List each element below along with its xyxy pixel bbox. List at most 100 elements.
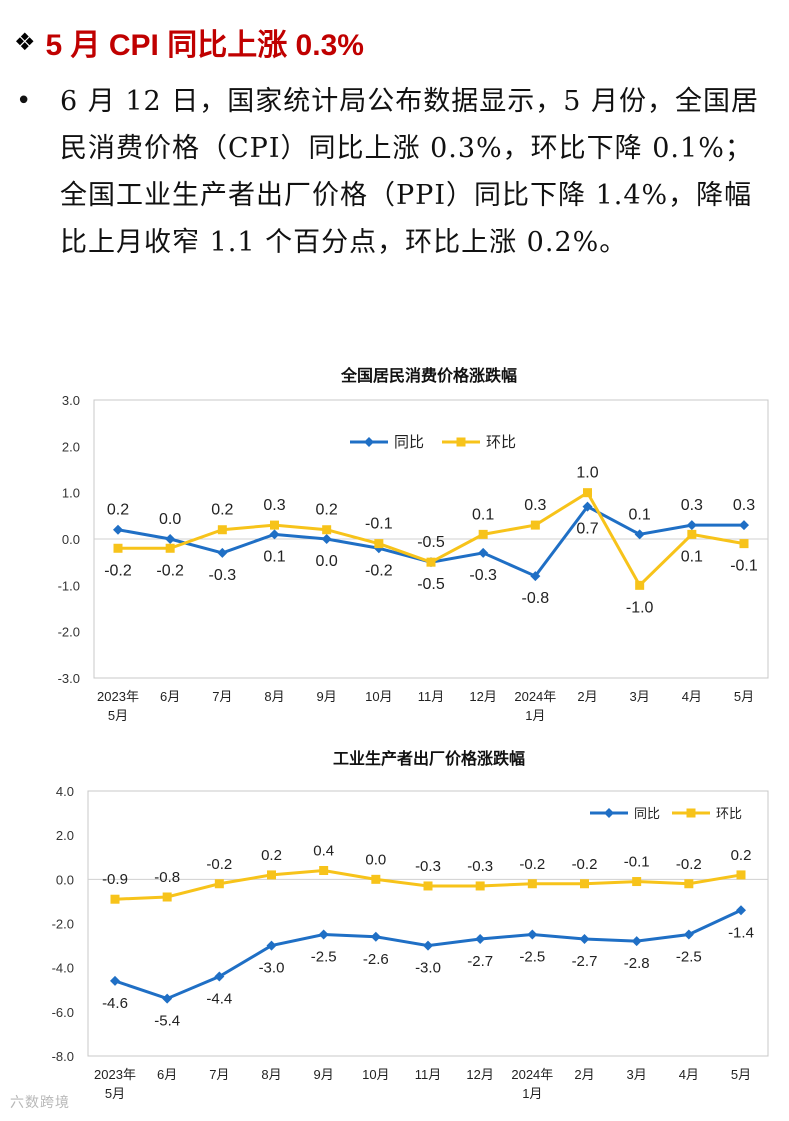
data-label: -0.2 — [206, 856, 232, 873]
data-label: -0.2 — [676, 856, 702, 873]
x-tick-label: 6月 — [160, 689, 180, 704]
data-label: 0.4 — [313, 843, 334, 860]
ppi-chart: 工业生产者出厂价格涨跌幅 4.0 2.0 0.0 -2.0 -4.0 -6.0 -8.0 202… — [52, 749, 769, 1100]
data-label: -4.6 — [102, 995, 128, 1012]
data-point-mom — [267, 870, 276, 880]
y-tick-label: -2.0 — [58, 625, 80, 640]
legend-marker-yoy — [364, 437, 374, 447]
data-label: 0.2 — [107, 502, 129, 519]
x-tick-label: 11月 — [418, 689, 445, 704]
y-tick-label: 3.0 — [62, 393, 80, 408]
data-point-yoy — [683, 929, 694, 940]
y-tick-label: 2.0 — [56, 828, 74, 843]
data-label: 0.2 — [261, 847, 282, 864]
data-label: 0.1 — [472, 506, 494, 523]
data-label: 0.1 — [263, 548, 285, 565]
data-point-yoy — [269, 529, 280, 540]
data-point-yoy — [686, 520, 697, 531]
data-point-mom — [110, 894, 120, 904]
x-tick-label: 6月 — [157, 1067, 177, 1082]
data-label: -0.8 — [154, 869, 180, 886]
data-label: -5.4 — [154, 1013, 180, 1030]
x-tick-label: 2月 — [577, 689, 597, 704]
y-tick-label: 0.0 — [56, 872, 74, 887]
x-tick-label: 5月 — [731, 1067, 751, 1082]
y-tick-label: -1.0 — [58, 578, 80, 593]
data-label: -0.3 — [415, 858, 441, 875]
data-point-mom — [583, 488, 592, 498]
data-point-mom — [580, 879, 589, 889]
x-tick-label: 2023年 — [94, 1067, 136, 1082]
x-tick-label: 3月 — [627, 1067, 647, 1082]
y-tick-label: -2.0 — [52, 917, 74, 932]
data-label: 0.2 — [316, 502, 338, 519]
data-label: -2.6 — [363, 951, 389, 968]
data-label: 0.7 — [576, 521, 598, 538]
data-point-yoy — [739, 520, 749, 531]
data-label: -0.2 — [365, 562, 393, 579]
data-point-yoy — [113, 524, 123, 535]
data-label: 0.1 — [681, 548, 703, 565]
data-label: -0.5 — [417, 534, 445, 551]
data-point-mom — [632, 877, 642, 887]
data-point-yoy — [527, 929, 538, 940]
y-tick-label: -3.0 — [58, 671, 80, 686]
data-label: -3.0 — [259, 960, 285, 977]
data-point-yoy — [370, 931, 381, 942]
chart-title: 工业生产者出厂价格涨跌幅 — [333, 749, 525, 768]
data-point-yoy — [266, 940, 277, 951]
data-point-mom — [475, 881, 485, 891]
data-label: -0.2 — [572, 856, 598, 873]
data-point-yoy — [582, 501, 593, 512]
data-point-yoy — [579, 933, 590, 944]
data-point-yoy — [475, 933, 486, 944]
data-label: -2.8 — [624, 955, 650, 972]
data-label: 0.3 — [524, 497, 546, 514]
data-label: -0.1 — [624, 854, 650, 871]
data-point-yoy — [321, 534, 332, 544]
cpi-chart: 全国居民消费价格涨跌幅 3.0 2.0 1.0 0.0 -1.0 -2.0 -3.0 2023年… — [58, 366, 769, 723]
x-tick-label: 4月 — [682, 689, 702, 704]
data-label: -1.4 — [728, 924, 754, 941]
data-label: -0.8 — [522, 590, 550, 607]
data-label: -0.2 — [104, 562, 132, 579]
data-label: -2.5 — [676, 949, 702, 966]
data-point-mom — [371, 874, 381, 884]
x-tick-label: 10月 — [362, 1067, 389, 1082]
data-label: -2.5 — [311, 949, 337, 966]
data-point-mom — [217, 525, 227, 535]
data-label: 0.0 — [159, 511, 181, 528]
y-tick-label: -6.0 — [52, 1005, 74, 1020]
legend-label: 环比 — [486, 434, 516, 451]
data-point-yoy — [530, 571, 541, 582]
data-label: -0.9 — [102, 871, 128, 888]
x-tick-label: 5月 — [105, 1086, 125, 1100]
legend-marker-yoy — [604, 808, 614, 818]
plot-area — [87, 790, 769, 1057]
data-point-mom — [214, 879, 224, 889]
x-tick-label: 7月 — [209, 1067, 229, 1082]
data-point-yoy — [217, 547, 228, 558]
watermark-text: 六数跨境 — [10, 1094, 70, 1110]
data-point-mom — [165, 543, 175, 553]
data-point-yoy — [162, 993, 173, 1004]
data-point-mom — [530, 520, 540, 530]
data-label: -0.2 — [156, 562, 184, 579]
data-point-mom — [162, 892, 172, 902]
x-tick-label: 12月 — [466, 1067, 493, 1082]
data-point-mom — [113, 543, 123, 553]
data-point-mom — [426, 557, 436, 567]
data-point-mom — [374, 539, 384, 549]
headline: ❖ 5 月 CPI 同比上涨 0.3% — [14, 20, 364, 64]
diamond-bullet-icon: ❖ — [14, 28, 36, 56]
data-label: -0.3 — [467, 858, 493, 875]
legend-marker-mom — [686, 808, 696, 818]
data-label: -2.7 — [572, 953, 598, 970]
x-tick-label: 4月 — [679, 1067, 699, 1082]
x-tick-label: 2024年 — [514, 689, 556, 704]
data-point-yoy — [110, 975, 120, 986]
y-tick-label: 0.0 — [62, 532, 80, 547]
data-label: -0.3 — [209, 567, 237, 584]
data-point-mom — [635, 580, 645, 590]
data-point-yoy — [631, 936, 642, 947]
